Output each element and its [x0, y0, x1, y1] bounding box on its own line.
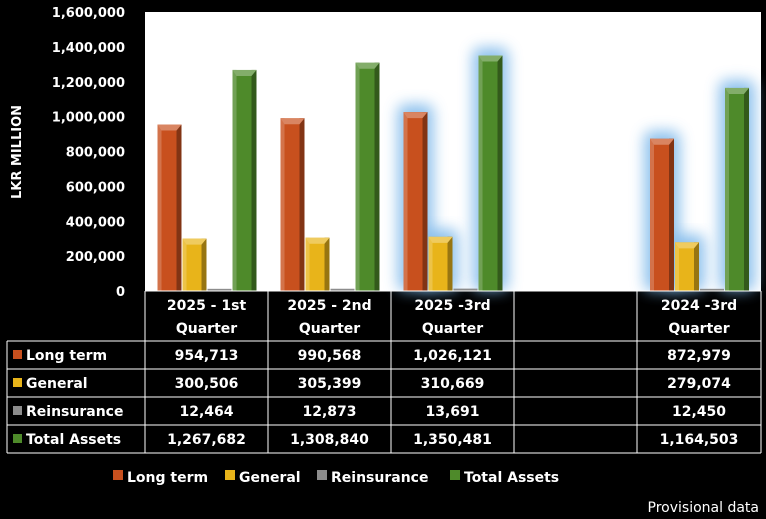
- bar-reinsurance: [700, 288, 724, 291]
- series-row-label: Long term: [26, 348, 107, 364]
- bar-general: [182, 238, 207, 291]
- bar-long-term: [157, 124, 182, 292]
- legend: Long term General Reinsurance Total Assets: [113, 470, 559, 486]
- y-axis-label: LKR MILLION: [10, 105, 25, 199]
- y-tick-label: 1,000,000: [52, 111, 125, 126]
- bar-total-assets: [355, 62, 380, 291]
- y-tick-label: 1,400,000: [52, 41, 125, 56]
- data-label: 12,873: [302, 404, 356, 420]
- series-row-label: Reinsurance: [26, 404, 123, 420]
- bar-reinsurance: [207, 288, 232, 291]
- bar-reinsurance: [453, 288, 478, 291]
- legend-swatch: [317, 470, 327, 480]
- bar-long-term: [280, 118, 305, 291]
- provisional-note: Provisional data: [647, 500, 759, 516]
- bar-general: [428, 236, 453, 291]
- data-label: 872,979: [667, 348, 731, 364]
- y-tick-label: 800,000: [66, 146, 125, 161]
- series-row-label: General: [26, 376, 88, 392]
- series-key-icon: [13, 378, 22, 387]
- category-label: Quarter: [668, 321, 729, 337]
- data-label: 310,669: [421, 376, 485, 392]
- data-label: 954,713: [175, 348, 239, 364]
- data-label: 1,308,840: [290, 432, 369, 448]
- data-label: 1,164,503: [660, 432, 739, 448]
- legend-swatch: [225, 470, 235, 480]
- y-tick-label: 400,000: [66, 215, 125, 230]
- data-label: 305,399: [298, 376, 362, 392]
- bar-long-term: [650, 138, 674, 291]
- y-tick-label: 1,200,000: [52, 76, 125, 91]
- legend-label: Total Assets: [464, 470, 559, 486]
- legend-label: General: [239, 470, 301, 486]
- category-label: 2025 - 1st: [167, 298, 247, 314]
- legend-swatch: [113, 470, 123, 480]
- y-tick-label: 1,600,000: [52, 6, 125, 21]
- data-label: 279,074: [667, 376, 731, 392]
- data-label: 12,450: [672, 404, 726, 420]
- category-label: 2025 -3rd: [414, 298, 490, 314]
- data-label: 300,506: [175, 376, 239, 392]
- bar-total-assets: [232, 69, 257, 291]
- legend-swatch: [450, 470, 460, 480]
- bar-total-assets: [478, 55, 503, 292]
- series-key-icon: [13, 434, 22, 443]
- bars-layer: [157, 55, 749, 292]
- data-table: 2025 - 1st Quarter 2025 - 2nd Quarter 2025 -…: [6, 290, 762, 454]
- y-tick-label: 0: [116, 285, 125, 300]
- y-axis: 0 200,000 400,000 600,000 800,000 1,000,000 1,…: [10, 6, 125, 300]
- data-label: 1,026,121: [413, 348, 492, 364]
- category-label: 2024 -3rd: [661, 298, 737, 314]
- category-label: 2025 - 2nd: [287, 298, 371, 314]
- series-key-icon: [13, 406, 22, 415]
- legend-label: Long term: [127, 470, 208, 486]
- bar-general: [305, 237, 330, 291]
- category-label: Quarter: [176, 321, 237, 337]
- series-row-label: Total Assets: [26, 432, 121, 448]
- data-label: 12,464: [179, 404, 233, 420]
- bar-total-assets: [725, 87, 749, 291]
- category-label: Quarter: [422, 321, 483, 337]
- data-label: 13,691: [425, 404, 479, 420]
- data-label: 990,568: [298, 348, 362, 364]
- legend-label: Reinsurance: [331, 470, 428, 486]
- data-label: 1,350,481: [413, 432, 492, 448]
- series-key-icon: [13, 350, 22, 359]
- y-tick-label: 200,000: [66, 250, 125, 265]
- y-tick-label: 600,000: [66, 180, 125, 195]
- data-label: 1,267,682: [167, 432, 246, 448]
- category-label: Quarter: [299, 321, 360, 337]
- bar-long-term: [403, 112, 428, 291]
- bar-reinsurance: [330, 288, 355, 291]
- bar-general: [675, 242, 699, 291]
